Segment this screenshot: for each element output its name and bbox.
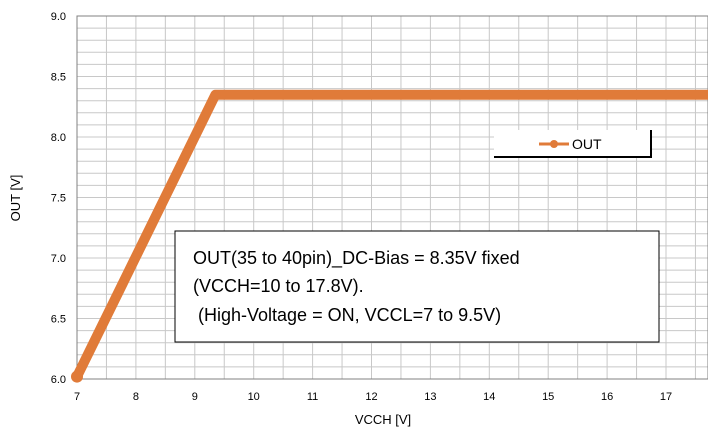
- series-point-out: [71, 370, 83, 383]
- y-axis-title: OUT [V]: [8, 175, 23, 222]
- x-tick-label: 17: [660, 391, 672, 403]
- x-tick-label: 9: [192, 391, 198, 403]
- annotation-box: OUT(35 to 40pin)_DC-Bias = 8.35V fixed (…: [174, 230, 660, 343]
- y-tick-label: 7.0: [51, 253, 66, 265]
- annotation-line-2: (VCCH=10 to 17.8V).: [193, 276, 364, 296]
- plot-frame: [76, 15, 708, 380]
- x-tick-label: 12: [365, 391, 377, 403]
- x-axis-title: VCCH [V]: [355, 412, 411, 427]
- series-line-out: [72, 89, 708, 382]
- legend-label-out: OUT: [572, 136, 602, 152]
- x-tick-label: 16: [601, 391, 613, 403]
- y-tick-label: 8.5: [51, 72, 66, 84]
- legend: OUT: [494, 130, 652, 158]
- legend-box: [494, 130, 650, 156]
- x-tick-label: 10: [248, 391, 260, 403]
- annotation-line-1: OUT(35 to 40pin)_DC-Bias = 8.35V fixed: [193, 248, 520, 269]
- x-tick-label: 8: [133, 391, 139, 403]
- y-tick-label: 6.0: [51, 374, 66, 386]
- x-tick-label: 15: [542, 391, 554, 403]
- series-layer: [71, 89, 708, 383]
- tick-labels: 7 8 9 10 11 12 13 14 15 16 17 6.0 6.5 7.0 7.5 8.0 8.5 9.0: [51, 11, 672, 403]
- x-tick-label: 14: [483, 391, 495, 403]
- y-tick-label: 8.0: [51, 132, 66, 144]
- annotation-frame: [174, 230, 660, 343]
- x-tick-label: 7: [74, 391, 80, 403]
- legend-sample-marker: [550, 140, 558, 148]
- y-tick-label: 6.5: [51, 314, 66, 326]
- x-tick-label: 11: [307, 391, 318, 403]
- y-tick-label: 7.5: [51, 193, 66, 205]
- annotation-line-3: (High-Voltage = ON, VCCL=7 to 9.5V): [193, 305, 501, 325]
- y-tick-label: 9.0: [51, 11, 66, 23]
- x-tick-label: 13: [424, 391, 436, 403]
